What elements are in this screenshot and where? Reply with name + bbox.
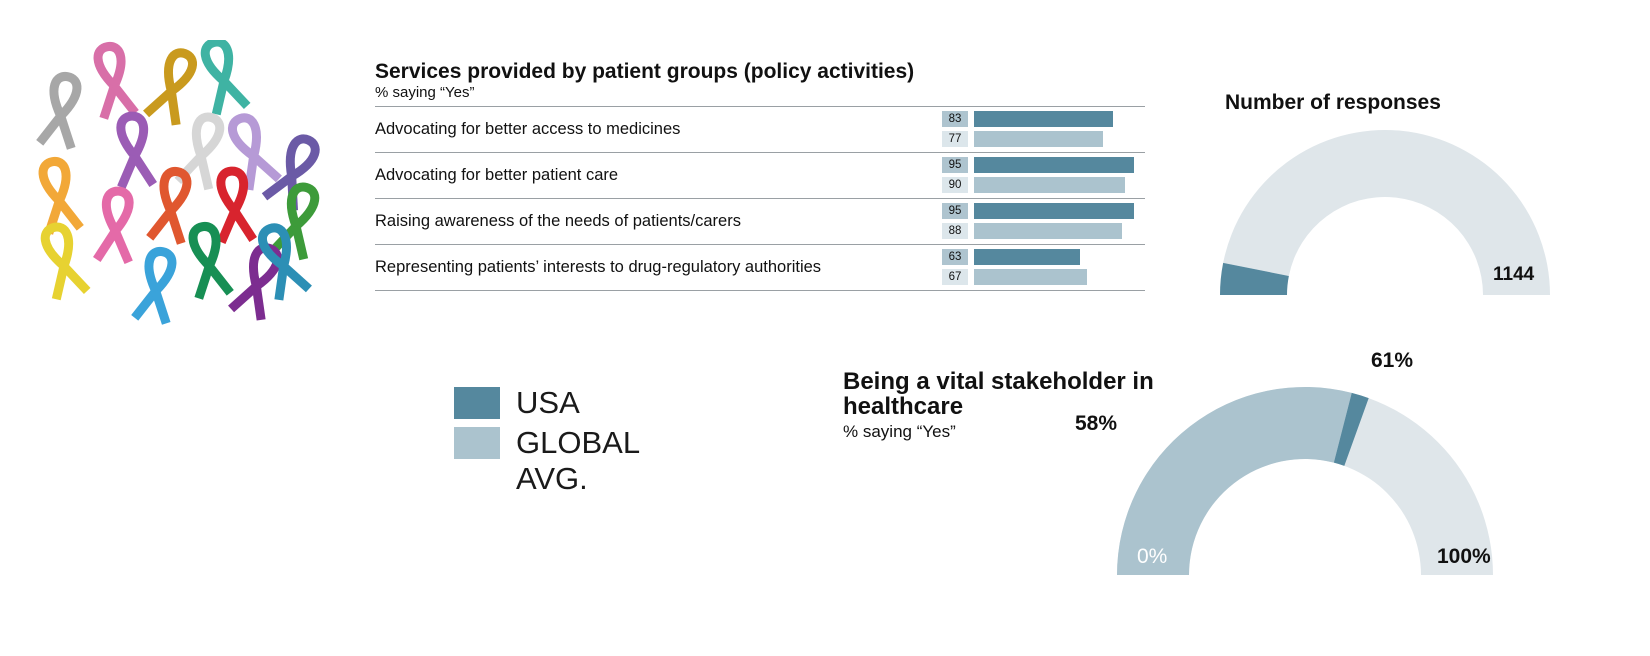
ribbon-shape xyxy=(40,222,91,301)
global-value-label: 90 xyxy=(942,177,968,193)
responses-gauge: 761144 xyxy=(1220,130,1550,295)
ribbon-shape xyxy=(38,157,84,235)
global-value-label: 88 xyxy=(942,223,968,239)
bar-chart-subtitle: % saying “Yes” xyxy=(375,84,475,101)
ribbon-shape xyxy=(216,166,257,245)
bar-rows: Advocating for better access to medicine… xyxy=(375,106,1145,291)
vital-global-slice xyxy=(1117,387,1352,575)
ribbon-shape xyxy=(36,72,82,150)
services-bar-chart: Services provided by patient groups (pol… xyxy=(375,60,1145,291)
responses-title: Number of responses xyxy=(1225,91,1441,114)
usa-value-label: 95 xyxy=(942,203,968,219)
usa-value-label: 63 xyxy=(942,249,968,265)
legend-label-usa: USA xyxy=(516,385,580,420)
ribbon-shape xyxy=(131,247,177,325)
global-value-label: 77 xyxy=(942,131,968,147)
vital-subtitle: % saying “Yes” xyxy=(843,422,956,441)
legend-swatch-usa xyxy=(454,387,500,419)
ribbons-illustration xyxy=(20,37,330,335)
ribbon-shape xyxy=(93,42,139,120)
bar-row: Representing patients’ interests to drug… xyxy=(375,245,1145,291)
ribbon-shape xyxy=(116,111,157,190)
category-label: Raising awareness of the needs of patien… xyxy=(375,212,741,230)
usa-bar xyxy=(974,157,1134,173)
vital-gauge: 0% 100% 58% 61% xyxy=(1075,349,1493,575)
vital-usa-label: 61% xyxy=(1371,349,1413,372)
ribbon-shape xyxy=(146,167,192,245)
legend-label-global: GLOBAL AVG. xyxy=(516,425,639,496)
global-bar xyxy=(974,269,1087,285)
global-bar xyxy=(974,223,1122,239)
global-value-label: 67 xyxy=(942,269,968,285)
ribbon-shape xyxy=(200,37,251,116)
ribbon-shape xyxy=(93,186,134,265)
bar-row: Advocating for better access to medicine… xyxy=(375,107,1145,153)
legend-swatch-global xyxy=(454,427,500,459)
bar-chart-title: Services provided by patient groups (pol… xyxy=(375,60,915,83)
responses-rest-slice xyxy=(1223,130,1550,295)
global-bar xyxy=(974,177,1126,193)
vital-global-label: 58% xyxy=(1075,412,1117,435)
vital-usa-slice xyxy=(1333,392,1369,466)
usa-value-label: 95 xyxy=(942,157,968,173)
ribbon-shape xyxy=(188,222,234,300)
usa-value-label: 83 xyxy=(942,111,968,127)
usa-bar xyxy=(974,249,1080,265)
ribbon-shape xyxy=(228,113,282,191)
ribbon-shape xyxy=(143,48,197,126)
ribbon-shape xyxy=(258,223,312,301)
category-label: Advocating for better patient care xyxy=(375,166,619,184)
usa-bar xyxy=(974,111,1114,127)
ribbons-icon xyxy=(36,37,320,325)
vital-title: Being a vital stakeholder in healthcare xyxy=(843,368,1154,420)
category-label: Advocating for better access to medicine… xyxy=(375,120,681,138)
category-label: Representing patients’ interests to drug… xyxy=(375,258,822,276)
responses-rest-label: 1144 xyxy=(1493,264,1535,285)
usa-bar xyxy=(974,203,1134,219)
bar-row: Advocating for better patient care 95 90 xyxy=(375,153,1145,199)
vital-min-label: 0% xyxy=(1137,545,1167,568)
vital-max-label: 100% xyxy=(1437,545,1491,568)
ribbon-shape xyxy=(269,182,320,261)
responses-usa-slice xyxy=(1220,262,1289,295)
bar-row: Raising awareness of the needs of patien… xyxy=(375,199,1145,245)
global-bar xyxy=(974,131,1104,147)
